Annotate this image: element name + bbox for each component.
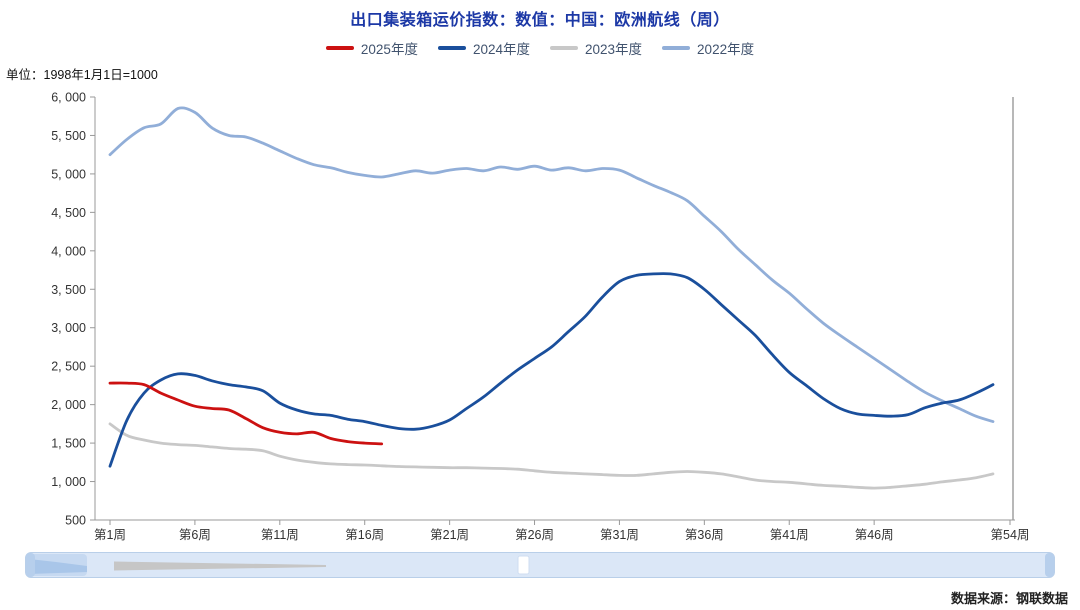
- x-tick-label: 第11周: [261, 528, 299, 542]
- chart-title: 出口集装箱运价指数：数值：中国：欧洲航线（周）: [350, 12, 730, 29]
- series-line-2024: [108, 272, 995, 468]
- legend-label: 2025年度: [360, 42, 418, 57]
- y-tick-label: 1, 000: [51, 475, 86, 489]
- y-tick-label: 5, 000: [51, 167, 86, 181]
- navigator-mini-area-blue: [29, 559, 87, 574]
- y-tick-label: 1, 500: [51, 437, 86, 451]
- x-tick-label: 第41周: [770, 528, 809, 542]
- legend-item-2023[interactable]: 2023年度: [550, 38, 642, 58]
- navigator-preview: [26, 553, 1054, 577]
- x-tick-label: 第1周: [94, 528, 126, 542]
- legend-swatch: [662, 46, 691, 50]
- navigator-mini-area-gray: [114, 561, 326, 571]
- x-tick-label: 第26周: [515, 528, 554, 542]
- data-source: 数据来源：钢联数据: [950, 591, 1068, 606]
- y-tick-label: 3, 500: [51, 283, 86, 297]
- x-tick-label: 第31周: [600, 528, 639, 542]
- y-tick-label: 2, 500: [51, 360, 86, 374]
- y-tick-label: 500: [65, 514, 86, 528]
- legend-swatch: [550, 46, 578, 50]
- unit-label: 单位：1998年1月1日=1000: [6, 68, 158, 82]
- navigator-right-handle[interactable]: [1045, 553, 1054, 577]
- range-navigator[interactable]: [25, 552, 1055, 578]
- legend-swatch: [325, 46, 354, 50]
- x-tick-label: 第46周: [855, 528, 894, 542]
- x-tick-label: 第16周: [345, 528, 384, 542]
- legend-label: 2023年度: [585, 42, 643, 57]
- y-tick-label: 2, 000: [51, 398, 86, 412]
- y-tick-label: 4, 000: [51, 244, 86, 258]
- y-tick-label: 3, 000: [51, 321, 86, 335]
- x-tick-label: 第36周: [685, 528, 724, 542]
- y-tick-label: 5, 500: [51, 129, 86, 143]
- legend-label: 2024年度: [472, 42, 530, 57]
- navigator-handle-slot[interactable]: [517, 555, 530, 575]
- x-tick-label: 第21周: [430, 528, 469, 542]
- y-tick-label: 6, 000: [51, 91, 86, 105]
- legend-swatch: [437, 46, 466, 50]
- legend-item-2024[interactable]: 2024年度: [437, 38, 530, 58]
- x-tick-label: 第54周: [991, 528, 1030, 542]
- line-chart: 500 1, 000 1, 500 2, 000 2, 500 3, 000 3, 500 4…: [51, 91, 1030, 543]
- legend-item-2025[interactable]: 2025年度: [325, 38, 418, 58]
- legend-label: 2022年度: [697, 42, 755, 57]
- series-line-2025: [108, 381, 384, 446]
- navigator-left-handle[interactable]: [26, 553, 35, 577]
- series-line-2022: [108, 106, 995, 423]
- series-line-2023: [108, 422, 995, 490]
- legend: 2025年度 2024年度 2023年度 2022年度: [0, 38, 1080, 58]
- y-tick-label: 4, 500: [51, 206, 86, 220]
- x-tick-label: 第6周: [179, 528, 211, 542]
- legend-item-2022[interactable]: 2022年度: [662, 38, 754, 58]
